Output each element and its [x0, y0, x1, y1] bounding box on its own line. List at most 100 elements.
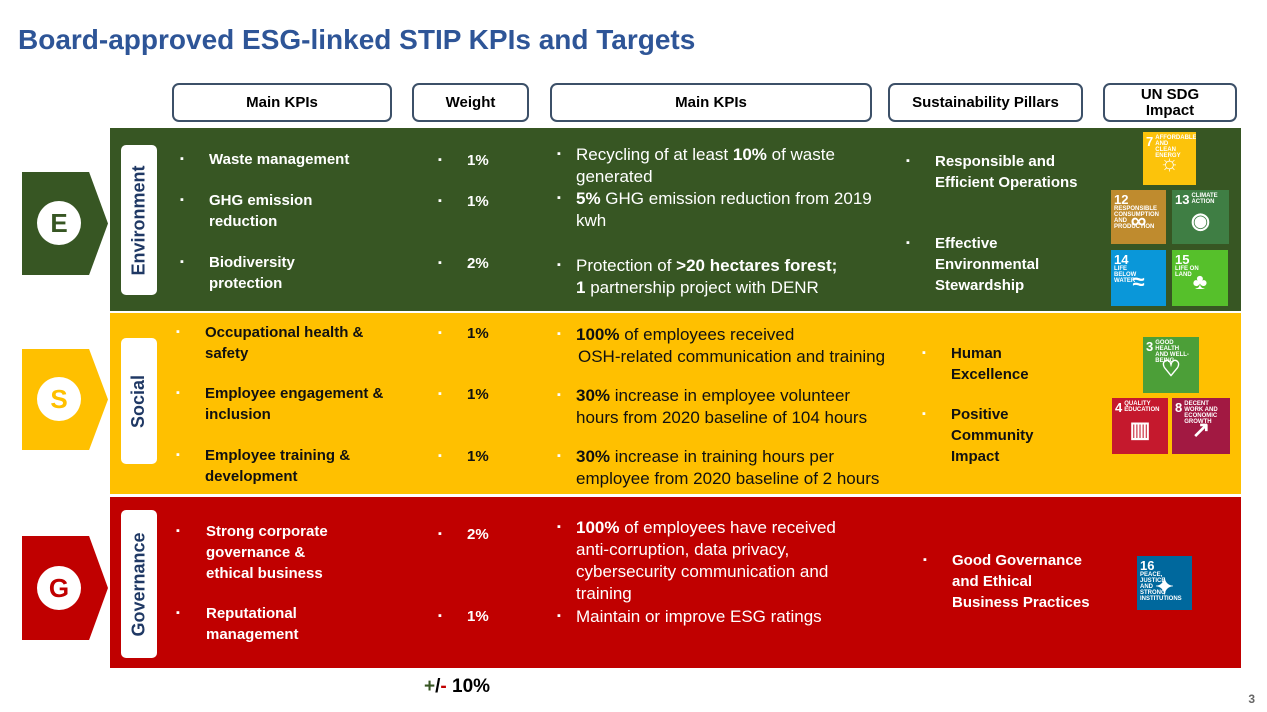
header-weight: Weight: [412, 83, 529, 122]
target-text: of employees have received: [619, 518, 836, 537]
target-text: GHG emission reduction from 2019 kwh: [576, 189, 872, 230]
pillar-environmental-stewardship: Effective Environmental Stewardship: [935, 235, 1040, 294]
slash-sign: /: [435, 676, 441, 697]
bullet: ▪: [922, 347, 926, 359]
target-esg-ratings: Maintain or improve ESG ratings: [576, 607, 822, 626]
target-bold: 30%: [576, 386, 611, 405]
target-ghg: 5% GHG emission reduction from 2019 kwh: [576, 188, 876, 232]
variance-value: 10%: [446, 676, 491, 697]
target-anticorruption: 100% of employees have received anti-corr…: [576, 517, 876, 605]
header-main-kpis: Main KPIs: [172, 83, 392, 122]
bullet: ▪: [438, 610, 442, 622]
kpi-ghg-emission: GHG emission reduction: [209, 192, 313, 230]
sdg-16-tile: 16PEACE, JUSTICE AND STRONG INSTITUTIONS…: [1137, 556, 1192, 610]
governance-letter-circle: G: [37, 566, 81, 610]
page-title: Board-approved ESG-linked STIP KPIs and …: [18, 24, 696, 55]
sdg-text: GOOD HEALTH AND WELL-BEING: [1155, 340, 1189, 364]
bullet: ▪: [438, 327, 442, 339]
sdg-number: 14: [1114, 252, 1129, 267]
growth-chart-icon: ↗: [1191, 417, 1211, 443]
bullet: ▪: [438, 450, 442, 462]
target-bold: 10%: [732, 145, 767, 164]
bullet: ▪: [438, 528, 442, 540]
sdg-text: AFFORDABLE AND CLEAN ENERGY: [1155, 135, 1196, 159]
sdg-7-tile: 7 AFFORDABLE AND CLEAN ENERGY ☼: [1143, 132, 1196, 185]
target-bold: 30%: [576, 447, 611, 466]
bullet: ▪: [176, 387, 180, 399]
target-text: of employees received: [619, 325, 795, 344]
sdg-number: 4: [1115, 400, 1123, 415]
bullet: ▪: [906, 155, 910, 167]
kpi-reputational-management: Reputational management: [206, 605, 299, 643]
target-bold: 100%: [576, 518, 620, 537]
fish-icon: ≈: [1132, 269, 1145, 295]
weight-ohs: 1%: [467, 325, 489, 342]
target-text: anti-corruption, data privacy,: [576, 540, 790, 559]
sdg-text: CLIMATE ACTION: [1191, 193, 1218, 205]
kpi-employee-engagement: Employee engagement & inclusion: [205, 385, 384, 423]
social-label-text: Social: [128, 374, 149, 428]
bullet: ▪: [557, 148, 561, 160]
plus-sign: +: [424, 676, 436, 697]
weight-reputation: 1%: [467, 608, 489, 625]
book-icon: ▥: [1129, 417, 1151, 443]
sdg-8-tile: 8 DECENT WORK AND ECONOMIC GROWTH ↗: [1172, 398, 1230, 454]
weight-training: 1%: [467, 448, 489, 465]
sdg-text: LIFE ON LAND: [1175, 266, 1199, 278]
bullet: ▪: [176, 607, 180, 619]
pillar-good-governance: Good Governance and Ethical Business Pra…: [952, 552, 1090, 611]
heartbeat-icon: ♡: [1161, 356, 1181, 382]
bullet: ▪: [438, 388, 442, 400]
environment-band: [110, 128, 1241, 311]
bullet: ▪: [557, 259, 561, 271]
kpi-waste-management: Waste management: [209, 151, 350, 168]
weight-waste: 1%: [467, 152, 489, 169]
infinity-icon: ∞: [1130, 208, 1147, 234]
bullet: ▪: [557, 192, 561, 204]
target-text: partnership project with DENR: [585, 278, 819, 297]
governance-band: [110, 497, 1241, 668]
page-number: 3: [1248, 692, 1255, 706]
sdg-13-tile: 13 CLIMATE ACTION ◉: [1172, 190, 1229, 244]
target-text: employee from 2020 baseline of 2 hours: [576, 469, 880, 488]
target-text: Protection of: [576, 256, 677, 275]
header-main-kpis-targets: Main KPIs: [550, 83, 872, 122]
target-text: cybersecurity communication and: [576, 562, 829, 581]
target-text: increase in training hours per: [610, 447, 834, 466]
bullet: ▪: [557, 450, 561, 462]
eye-icon: ◉: [1190, 208, 1211, 234]
sdg-15-tile: 15LIFE ON LAND ♣: [1172, 250, 1228, 306]
bullet: ▪: [438, 257, 442, 269]
social-vertical-label: Social: [121, 338, 157, 464]
sdg-number: 12: [1114, 192, 1129, 207]
sdg-text: QUALITY EDUCATION: [1124, 401, 1160, 413]
target-text: Recycling of at least: [576, 145, 733, 164]
governance-vertical-label: Governance: [121, 510, 157, 658]
sdg-3-tile: 3 GOOD HEALTH AND WELL-BEING ♡: [1143, 337, 1199, 393]
pillar-human-excellence: Human Excellence: [951, 345, 1029, 383]
bullet: ▪: [923, 554, 927, 566]
weight-ghg: 1%: [467, 193, 489, 210]
sun-icon: ☼: [1159, 149, 1180, 175]
tree-icon: ♣: [1192, 269, 1208, 295]
target-bold: >20 hectares forest;: [676, 256, 838, 275]
target-text: training: [576, 584, 632, 603]
weight-biodiversity: 2%: [467, 255, 489, 272]
sdg-text: RESPONSIBLE CONSUMPTION AND PRODUCTION: [1114, 206, 1159, 230]
bullet: ▪: [180, 153, 184, 165]
environment-vertical-label: Environment: [121, 145, 157, 295]
target-text: hours from 2020 baseline of 104 hours: [576, 408, 868, 427]
header-sustainability-pillars: Sustainability Pillars: [888, 83, 1083, 122]
sdg-number: 15: [1175, 252, 1190, 267]
bullet: ▪: [180, 194, 184, 206]
target-bold: 100%: [576, 325, 620, 344]
pillar-community-impact: Positive Community Impact: [951, 406, 1034, 465]
sdg-text: PEACE, JUSTICE AND STRONG INSTITUTIONS: [1140, 572, 1182, 602]
target-text: of waste generated: [576, 145, 835, 186]
weight-variance-note: +/- 10%: [424, 676, 490, 698]
sdg-12-tile: 12RESPONSIBLE CONSUMPTION AND PRODUCTION…: [1111, 190, 1166, 244]
sdg-number: 13: [1175, 192, 1190, 207]
sdg-number: 16: [1140, 558, 1155, 573]
bullet: ▪: [176, 449, 180, 461]
environment-letter-circle: E: [37, 201, 81, 245]
